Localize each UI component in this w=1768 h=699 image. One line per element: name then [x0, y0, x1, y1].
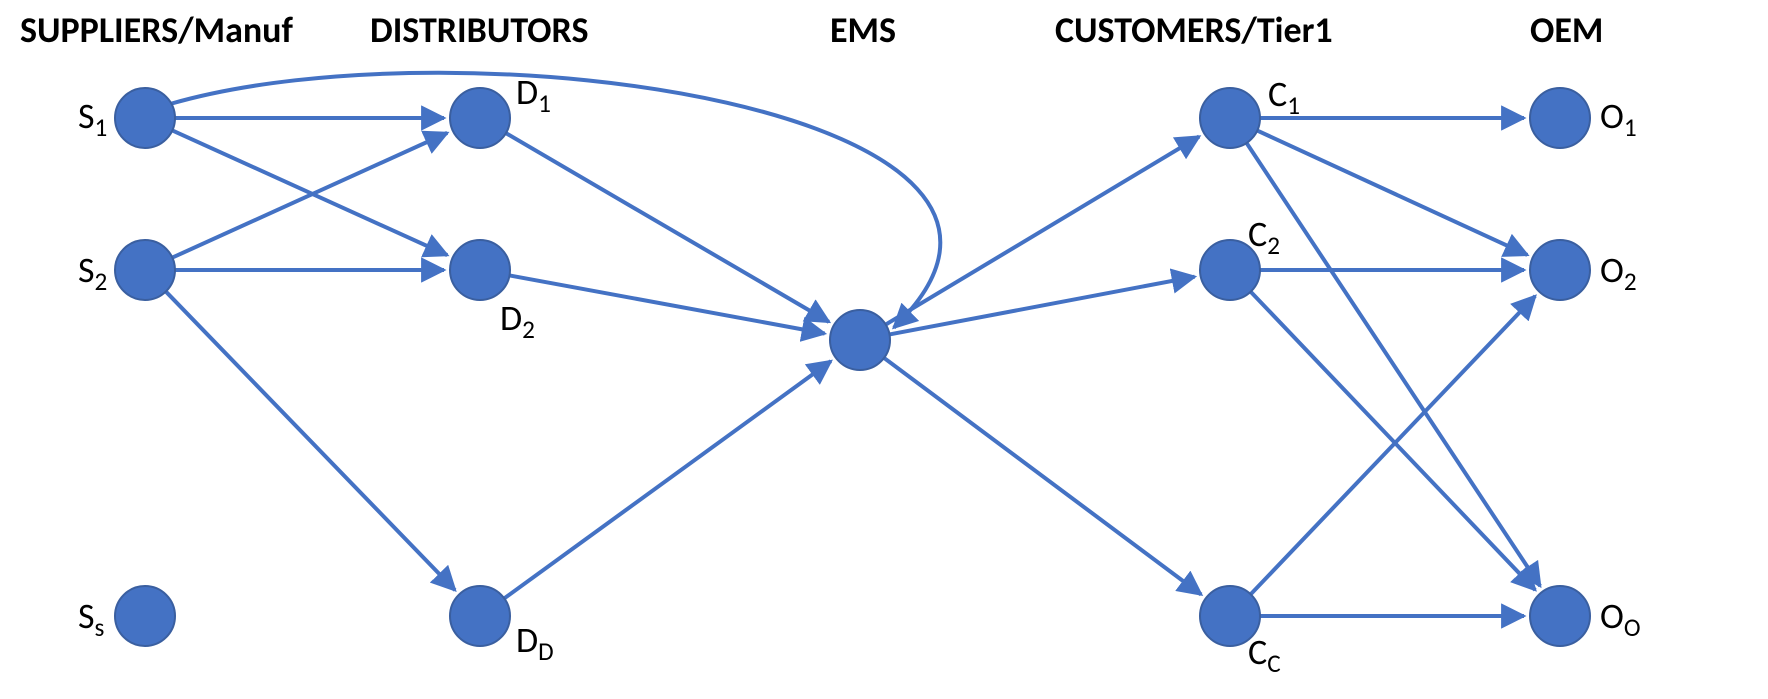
label-S2-main: S — [78, 248, 95, 292]
label-O2-sub: 2 — [1624, 266, 1637, 297]
label-O2-main: O — [1600, 248, 1624, 292]
label-C1-main: C — [1268, 72, 1287, 116]
label-O1-main: O — [1600, 94, 1624, 138]
label-C2-main: C — [1248, 212, 1267, 256]
label-O1: O1 — [1600, 94, 1637, 143]
edge-C1-OO — [1247, 143, 1541, 586]
label-C2: C2 — [1248, 212, 1280, 261]
node-Ss — [115, 586, 175, 646]
network-svg — [0, 0, 1768, 699]
edge-S2-D1 — [172, 133, 447, 258]
label-S1-sub: 1 — [95, 112, 108, 143]
node-O2 — [1530, 240, 1590, 300]
node-C1 — [1200, 88, 1260, 148]
edge-EMS-C1 — [886, 137, 1199, 325]
node-DD — [450, 586, 510, 646]
node-S2 — [115, 240, 175, 300]
label-D1-sub: 1 — [538, 88, 551, 119]
node-S1 — [115, 88, 175, 148]
hdr-oem: OEM — [1530, 8, 1603, 52]
label-Ss-sub: s — [95, 612, 105, 643]
edge-DD-EMS — [504, 361, 831, 598]
label-S1-main: S — [78, 94, 95, 138]
node-OO — [1530, 586, 1590, 646]
edge-S2-DD — [166, 292, 455, 591]
label-DD-main: D — [516, 618, 538, 662]
hdr-ems: EMS — [830, 8, 896, 52]
label-Ss: Ss — [78, 594, 104, 643]
diagram-canvas: SUPPLIERS/Manuf DISTRIBUTORS EMS CUSTOMERS/… — [0, 0, 1768, 699]
node-EMS — [830, 310, 890, 370]
label-DD: DD — [516, 618, 554, 667]
label-O1-sub: 1 — [1624, 112, 1637, 143]
label-O2: O2 — [1600, 248, 1637, 297]
label-CC-sub: C — [1267, 648, 1280, 679]
node-D2 — [450, 240, 510, 300]
label-CC-main: C — [1248, 630, 1267, 674]
edge-D1-EMS — [506, 133, 829, 322]
label-S1: S1 — [78, 94, 107, 143]
hdr-customers: CUSTOMERS/Tier1 — [1055, 8, 1333, 52]
edge-C2-OO — [1251, 292, 1535, 590]
hdr-distributors: DISTRIBUTORS — [370, 8, 588, 52]
label-C1: C1 — [1268, 72, 1300, 121]
edge-CC-O2 — [1251, 296, 1535, 594]
label-OO-main: O — [1600, 594, 1624, 638]
edge-D2-EMS — [510, 275, 825, 333]
label-C1-sub: 1 — [1287, 90, 1300, 121]
label-OO-sub: O — [1624, 612, 1641, 643]
edge-EMS-C2 — [889, 277, 1194, 335]
hdr-suppliers: SUPPLIERS/Manuf — [20, 8, 293, 52]
label-S2: S2 — [78, 248, 107, 297]
label-CC: CC — [1248, 630, 1281, 679]
node-O1 — [1530, 88, 1590, 148]
label-D2: D2 — [500, 296, 535, 345]
edge-C1-O2 — [1257, 131, 1527, 255]
label-Ss-main: S — [78, 594, 95, 638]
node-D1 — [450, 88, 510, 148]
label-S2-sub: 2 — [95, 266, 108, 297]
label-D1-main: D — [516, 70, 538, 114]
edge-curved-S1-EMS — [171, 73, 940, 328]
label-D2-main: D — [500, 296, 522, 340]
edge-EMS-CC — [884, 358, 1201, 595]
label-OO: OO — [1600, 594, 1641, 643]
edge-S1-D2 — [172, 130, 447, 255]
label-D2-sub: 2 — [522, 314, 535, 345]
label-D1: D1 — [516, 70, 551, 119]
label-DD-sub: D — [538, 636, 554, 667]
label-C2-sub: 2 — [1267, 230, 1280, 261]
